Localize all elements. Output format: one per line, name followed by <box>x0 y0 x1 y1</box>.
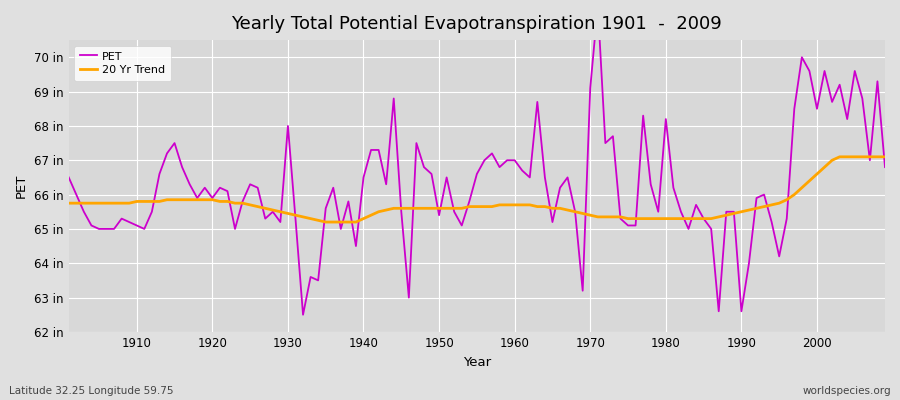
X-axis label: Year: Year <box>463 356 491 369</box>
PET <box>509 158 520 163</box>
20 Yr Trend <box>320 220 331 224</box>
20 Yr Trend <box>509 202 520 207</box>
PET <box>290 216 301 221</box>
Text: Latitude 32.25 Longitude 59.75: Latitude 32.25 Longitude 59.75 <box>9 386 174 396</box>
Legend: PET, 20 Yr Trend: PET, 20 Yr Trend <box>75 46 171 81</box>
PET <box>879 165 890 170</box>
20 Yr Trend <box>517 202 527 207</box>
Line: 20 Yr Trend: 20 Yr Trend <box>68 157 885 222</box>
PET <box>615 216 626 221</box>
Line: PET: PET <box>68 6 885 315</box>
PET <box>298 312 309 317</box>
PET <box>124 220 135 224</box>
PET <box>592 3 603 8</box>
20 Yr Trend <box>124 201 135 206</box>
20 Yr Trend <box>834 154 845 159</box>
Text: worldspecies.org: worldspecies.org <box>803 386 891 396</box>
Title: Yearly Total Potential Evapotranspiration 1901  -  2009: Yearly Total Potential Evapotranspiratio… <box>231 15 722 33</box>
20 Yr Trend <box>63 201 74 206</box>
20 Yr Trend <box>608 214 618 219</box>
20 Yr Trend <box>879 154 890 159</box>
PET <box>517 168 527 173</box>
20 Yr Trend <box>343 220 354 224</box>
PET <box>343 199 354 204</box>
PET <box>63 175 74 180</box>
Y-axis label: PET: PET <box>15 174 28 198</box>
20 Yr Trend <box>290 213 301 218</box>
